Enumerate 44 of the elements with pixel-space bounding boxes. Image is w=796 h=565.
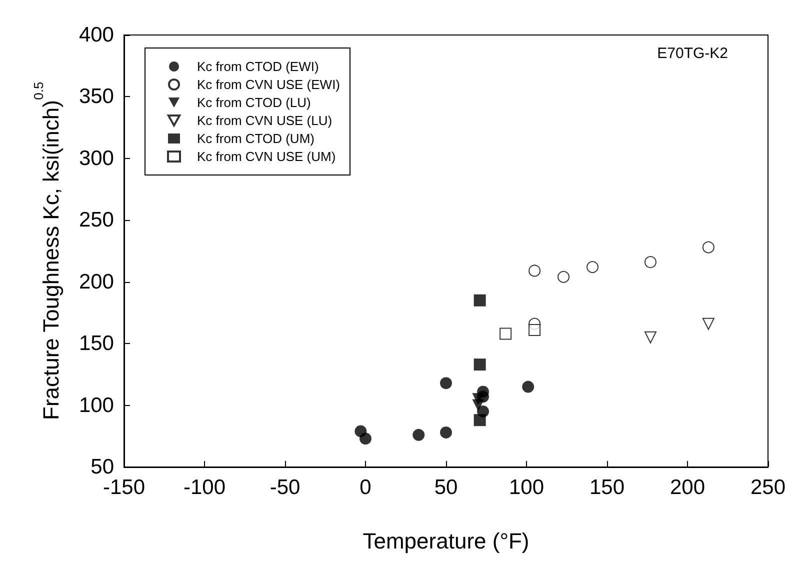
legend-label: Kc from CTOD (LU) [197, 95, 311, 110]
legend-label: Kc from CTOD (UM) [197, 131, 314, 146]
point [528, 264, 541, 277]
point [474, 294, 486, 306]
point [702, 318, 714, 330]
x-tick-label: 0 [360, 476, 372, 499]
x-tick-label: 50 [434, 476, 458, 499]
y-axis-title: Fracture Toughness Kc, ksi(inch)0.5 [31, 82, 64, 420]
point [474, 414, 486, 426]
legend-label: Kc from CVN USE (UM) [197, 149, 336, 164]
point [474, 358, 486, 371]
x-tick-label: -50 [270, 476, 300, 499]
y-tick-label: 150 [78, 332, 114, 356]
y-tick-label: 50 [90, 456, 114, 478]
point [702, 241, 714, 254]
point [500, 328, 512, 340]
y-tick-label: 400 [78, 24, 114, 46]
y-tick-label: 100 [78, 394, 114, 417]
x-tick-label: 250 [750, 476, 786, 499]
point [586, 261, 599, 274]
point [644, 331, 656, 344]
point [440, 426, 452, 438]
point [412, 428, 425, 441]
point [558, 270, 570, 283]
legend-label: Kc from CTOD (EWI) [197, 59, 319, 74]
y-tick-label: 300 [78, 146, 114, 170]
x-tick-label: 100 [508, 476, 544, 499]
point [528, 324, 541, 336]
legend-label: Kc from CVN USE (EWI) [197, 77, 340, 92]
x-tick-label: 150 [589, 476, 625, 499]
point [440, 377, 452, 390]
y-tick-label: 200 [78, 270, 114, 294]
x-tick-label: -150 [102, 476, 146, 499]
y-tick-label: 350 [78, 85, 114, 108]
point [522, 380, 534, 393]
point [472, 399, 484, 412]
annotation: E70TG-K2 [657, 45, 728, 62]
y-tick-label: 250 [78, 208, 114, 232]
point [644, 256, 656, 268]
x-tick-label: -100 [183, 476, 226, 499]
x-axis-title: Temperature (°F) [362, 528, 530, 554]
x-tick-label: 200 [670, 476, 706, 499]
point [360, 432, 372, 445]
legend-label: Kc from CVN USE (LU) [197, 113, 332, 128]
